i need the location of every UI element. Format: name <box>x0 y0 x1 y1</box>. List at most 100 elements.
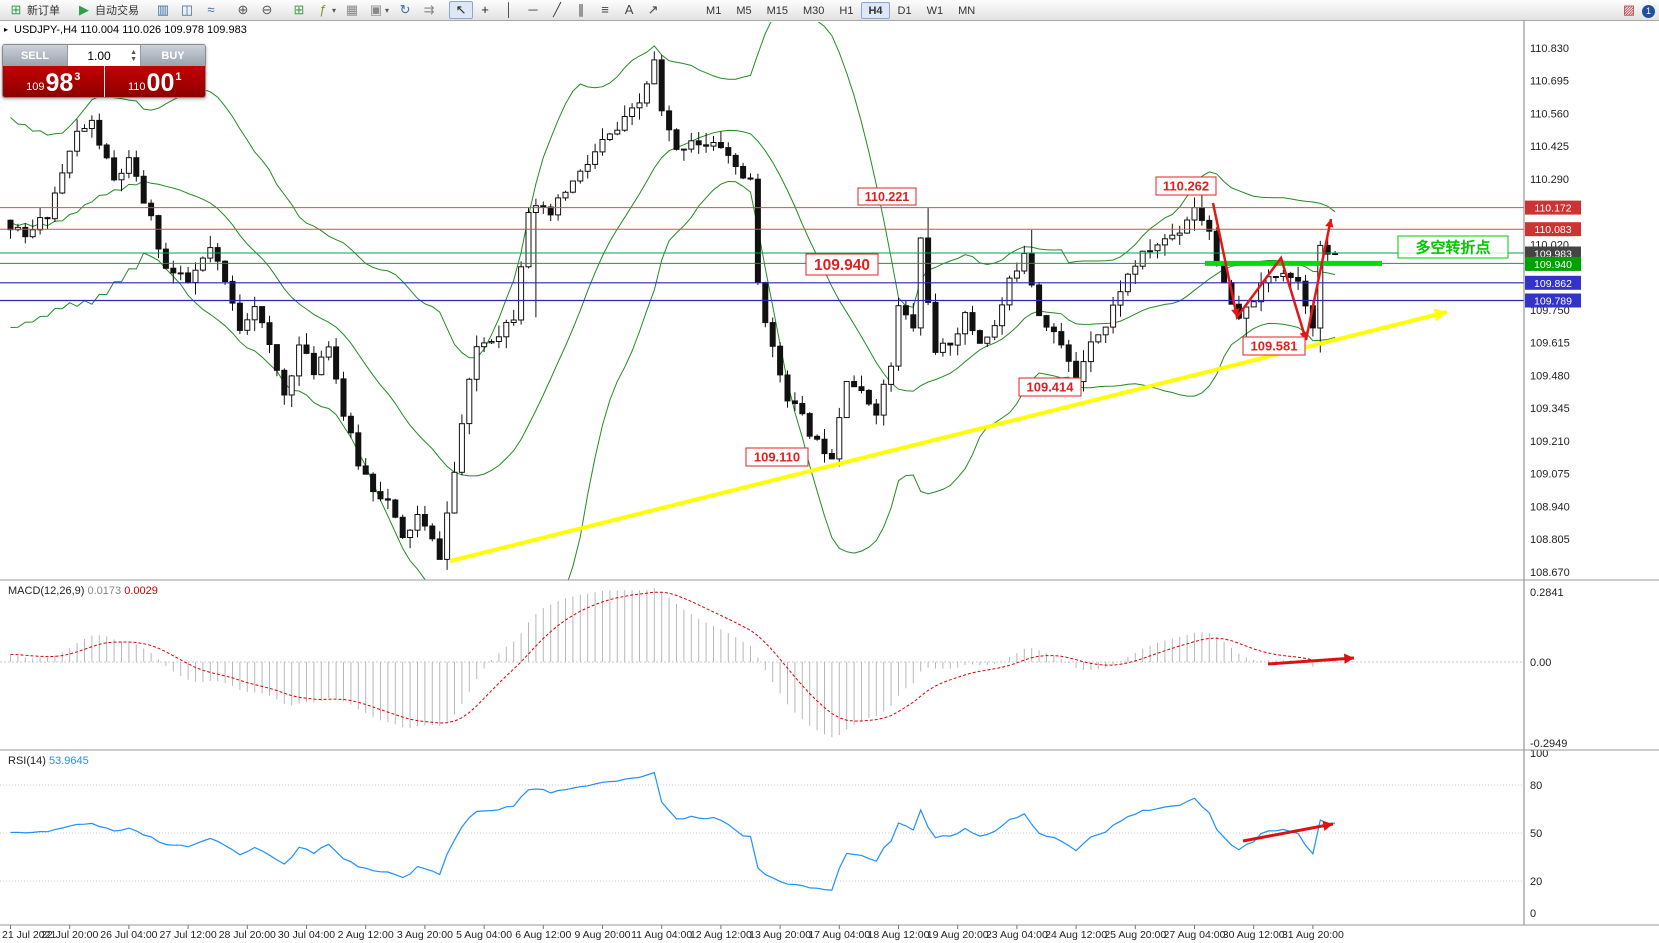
price-label-box[interactable] <box>1242 336 1306 356</box>
oneclick-price-row: 109 98 3 110 00 1 <box>3 66 205 97</box>
buy-price-big: 00 <box>146 69 175 97</box>
volume-stepper[interactable]: ▲ ▼ <box>130 49 140 63</box>
candle <box>976 330 983 344</box>
candle <box>1332 253 1339 255</box>
candle <box>1013 270 1020 279</box>
crosshair-icon[interactable]: + <box>473 1 497 19</box>
main-chart-panel[interactable]: 110.221 110.262 109.940 109.581 109.414 109.1… <box>0 0 1524 637</box>
chart-window-icon[interactable]: ▨ <box>1622 2 1636 17</box>
candle <box>851 381 858 388</box>
candle <box>806 413 813 437</box>
timeframe-h1-button[interactable]: H1 <box>839 4 854 17</box>
oneclick-top-row: SELL ▲▼ BUY <box>3 45 205 66</box>
autotrade-button-label: 自动交易 <box>95 5 139 17</box>
chart-shift-icon[interactable]: ⇉ <box>417 1 441 19</box>
candle <box>162 248 169 269</box>
zoom-in-icon[interactable]: ⊕ <box>231 1 255 19</box>
arrow-tool-icon[interactable]: ↗ <box>641 1 665 19</box>
trendline-icon[interactable]: ╱ <box>545 1 569 19</box>
timeframe-d1-button[interactable]: D1 <box>897 4 912 17</box>
tile-windows-icon: ▦ <box>345 2 359 17</box>
sell-price-big: 98 <box>45 69 74 97</box>
volume-input[interactable] <box>68 48 131 63</box>
candle <box>688 140 695 150</box>
tile-windows-icon[interactable]: ▦ <box>340 1 364 19</box>
text-icon: A <box>624 2 634 17</box>
price-badge-text: 109.789 <box>1534 296 1572 308</box>
line-chart-icon[interactable]: ≈ <box>199 1 223 19</box>
buy-button[interactable]: 110 00 1 <box>104 66 205 97</box>
candlestick-chart-icon[interactable]: ◫ <box>175 1 199 19</box>
candle <box>1132 265 1139 275</box>
sell-button[interactable]: 109 98 3 <box>3 66 105 97</box>
arrowhead <box>1325 219 1334 228</box>
candle <box>932 301 939 353</box>
price-label-text: 110.221 <box>865 190 910 204</box>
autotrade-button[interactable]: ▶ 自动交易 <box>72 1 143 19</box>
price-label-text: 109.414 <box>1027 380 1075 395</box>
price-label-box[interactable] <box>857 187 917 206</box>
channel-icon[interactable]: ∥ <box>569 1 593 19</box>
price-label-box[interactable] <box>745 447 809 467</box>
bar-chart-icon[interactable]: ▥ <box>151 1 175 19</box>
new-chart-icon[interactable]: ▣ ▾ <box>364 1 393 19</box>
arrowhead <box>1231 308 1240 317</box>
zigzag-annotation[interactable] <box>1211 202 1333 341</box>
time-tick-label: 28 Jul 20:00 <box>219 929 276 941</box>
buy-label[interactable]: BUY <box>141 45 205 66</box>
new-order-button[interactable]: ⊞ 新订单 <box>4 1 64 19</box>
candle <box>318 356 325 376</box>
zoom-out-icon[interactable]: ⊖ <box>255 1 279 19</box>
price-label-box[interactable] <box>805 253 879 276</box>
timeframe-m1-button[interactable]: M1 <box>706 4 722 17</box>
cursor-icon[interactable]: ↖ <box>449 1 474 19</box>
price-badge <box>1525 222 1581 237</box>
macd-arrow-annotation[interactable] <box>1267 656 1355 666</box>
candle <box>1243 306 1250 319</box>
candle <box>532 205 539 213</box>
price-label-box[interactable] <box>1018 377 1082 397</box>
toolbar-buttons: ⊞ 新订单 ▶ 自动交易 ▥ ◫ ≈ ⊕ ⊖ ⊞ ƒ ▾ ▦ ▣ ▾ ↻ ⇉ ↖ + │ ─ ╱ ∥ ≡ A ↗ <box>4 1 673 19</box>
candle <box>695 140 702 146</box>
text-icon[interactable]: A <box>617 1 641 19</box>
grid-icon[interactable]: ⊞ <box>287 1 311 19</box>
candle <box>754 178 761 283</box>
notification-badge[interactable]: 1 <box>1642 4 1655 18</box>
stepper-up-icon[interactable]: ▲ <box>130 48 137 56</box>
price-badge <box>1525 256 1581 271</box>
candle <box>503 322 510 338</box>
horizontal-line-icon[interactable]: ─ <box>521 1 545 19</box>
rsi-panel[interactable]: RSI(14) 53.9645 <box>0 755 1524 891</box>
indicators-icon[interactable]: ƒ ▾ <box>311 1 340 19</box>
candle <box>621 116 628 131</box>
rsi-scale-label: 20 <box>1530 876 1542 888</box>
refresh-icon[interactable]: ↻ <box>393 1 417 19</box>
time-tick-label: 23 Aug 04:00 <box>986 929 1048 941</box>
price-tick-label: 110.290 <box>1530 174 1569 186</box>
sell-label[interactable]: SELL <box>3 45 67 66</box>
price-badge <box>1525 293 1581 308</box>
candle <box>1250 301 1257 308</box>
stepper-down-icon[interactable]: ▼ <box>130 55 137 63</box>
price-tick-label: 108.940 <box>1530 502 1570 514</box>
timeframe-m5-button[interactable]: M5 <box>736 4 752 17</box>
price-scale[interactable]: 110.830 110.695 110.560 110.425 110.290 110.0… <box>1523 21 1581 925</box>
candle <box>1302 280 1309 307</box>
fibonacci-icon[interactable]: ≡ <box>593 1 617 19</box>
price-label-box[interactable] <box>1155 176 1217 196</box>
candle <box>592 151 599 165</box>
timeframe-mn-button[interactable]: MN <box>958 4 976 17</box>
oneclick-collapse-icon[interactable]: ▸ <box>4 25 9 34</box>
timeframe-h4-button[interactable]: H4 <box>861 1 890 19</box>
vertical-line-icon[interactable]: │ <box>497 1 521 19</box>
candle <box>873 403 880 416</box>
macd-panel[interactable]: MACD(12,26,9) 0.0173 0.0029 <box>0 585 1524 738</box>
candle <box>577 170 584 182</box>
note-box[interactable] <box>1397 235 1509 259</box>
timeframe-m30-button[interactable]: M30 <box>803 4 825 17</box>
timeframe-w1-button[interactable]: W1 <box>926 4 944 17</box>
timeframe-m15-button[interactable]: M15 <box>766 4 788 17</box>
rsi-arrow-annotation[interactable] <box>1242 822 1334 843</box>
